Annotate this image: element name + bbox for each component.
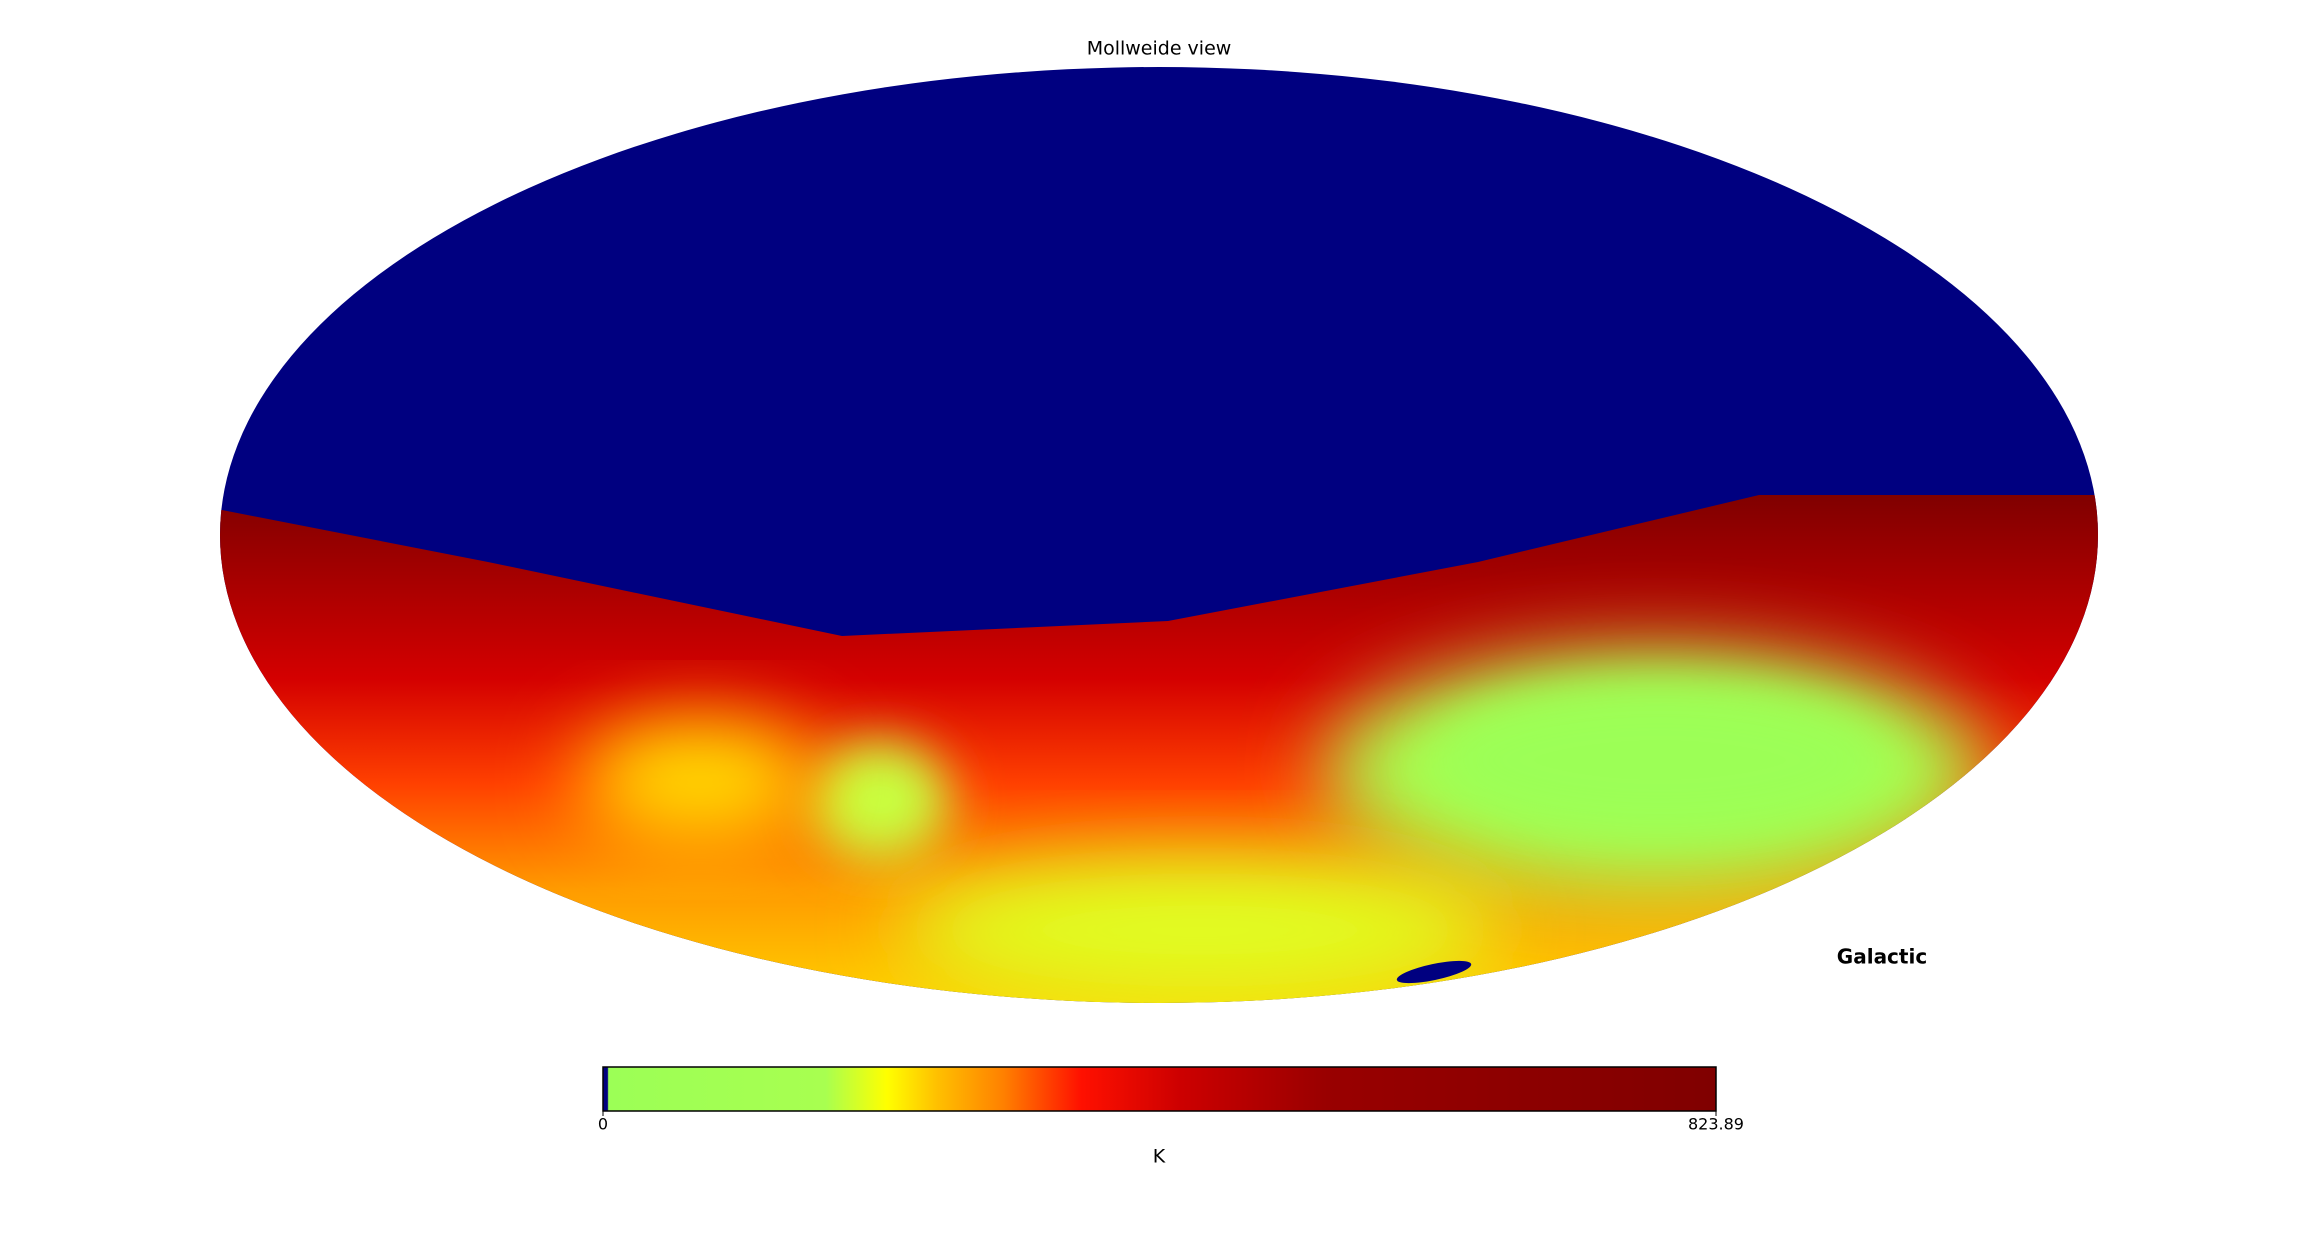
sky-map [220,67,2098,1003]
tick-label: 0 [598,1115,608,1134]
tick-label: 823.89 [1688,1115,1744,1134]
map-region [1396,960,1472,984]
colorbar-label: K [1153,1146,1166,1168]
colorbar [602,1066,1717,1112]
map-region [1430,680,1890,840]
map-region [580,720,820,840]
coord-label: Galactic [1837,945,1927,969]
map-region [810,740,950,860]
map-region [900,860,1500,1000]
colorbar-ticks: 0 823.89 [598,1111,1744,1134]
map-title: Mollweide view [1087,38,1232,60]
